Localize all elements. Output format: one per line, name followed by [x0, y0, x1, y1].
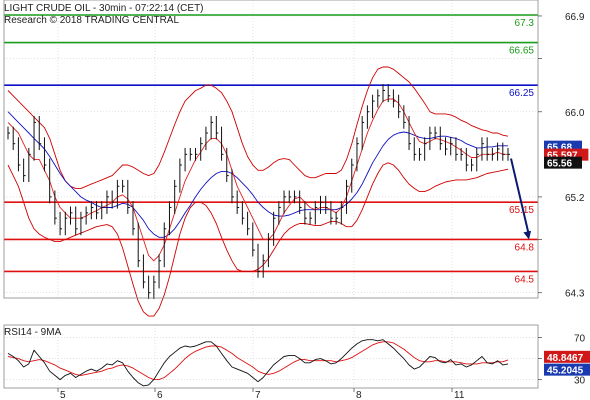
time-tick-label: 5 [60, 390, 66, 400]
price-tag-label: 65.56 [547, 159, 572, 170]
price-panel-frame [3, 0, 539, 299]
moving-averages [7, 98, 508, 262]
price-tag-label: 65.68 [547, 143, 572, 154]
level-label: 66.65 [509, 46, 534, 57]
rsi-series [7, 339, 509, 387]
price-tick-label: 66.0 [565, 108, 585, 119]
level-label: 66.25 [509, 88, 534, 99]
level-label: 64.5 [515, 274, 535, 285]
rsi-line [7, 339, 509, 387]
chart-title: LIGHT CRUDE OIL - 30min - 07:22:14 (CET) [4, 3, 204, 14]
time-tick-label: 7 [255, 390, 261, 400]
price-tag-box [544, 156, 582, 169]
time-tick-label: 11 [454, 390, 465, 400]
time-tick-label: 6 [157, 390, 163, 400]
rsi-tick-label: 30 [574, 376, 586, 387]
price-axis-ticks: 66.9 66.0 65.2 64.3 [538, 12, 585, 300]
rsi-tick-label: 70 [574, 334, 586, 345]
bollinger-bands [7, 66, 509, 317]
band-upper-line [7, 66, 509, 189]
rsi-axis-ticks: 70 30 [538, 334, 586, 387]
rsi-tag-label: 48.8467 [547, 353, 584, 364]
level-label: 65.15 [509, 205, 534, 216]
price-series [7, 84, 510, 300]
rsi-panel-frame [3, 324, 539, 389]
arrow-shaft [510, 158, 530, 236]
rsi-gridlines [4, 325, 538, 388]
rsi-tag-box [544, 363, 590, 376]
price-tick-label: 65.2 [565, 193, 585, 204]
ma-slow-line [7, 111, 508, 238]
projection-arrow [510, 158, 532, 240]
arrow-head [523, 230, 532, 240]
level-label: 67.3 [515, 18, 535, 29]
time-tick-label: 8 [356, 390, 362, 400]
time-axis-ticks: 5 6 7 8 11 [57, 388, 465, 400]
level-label: 64.8 [515, 242, 535, 253]
rsi-tag-label: 45.2045 [547, 366, 584, 377]
price-tick-label: 66.9 [565, 12, 585, 23]
rsi-panel-title: RSI14 - 9MA [4, 327, 62, 338]
chart-copyright: Research © 2018 TRADING CENTRAL [4, 15, 179, 26]
price-tag-label: 65.597 [547, 151, 578, 162]
key-levels: 67.3 66.65 66.25 65.15 64.8 64.5 [4, 14, 538, 285]
price-gridlines [4, 0, 538, 298]
price-tick-label: 64.3 [565, 289, 585, 300]
panel-frames [3, 0, 539, 389]
rsi-ma-line [7, 341, 509, 381]
rsi-tag-box [544, 350, 590, 363]
ma-fast-line [7, 98, 508, 262]
